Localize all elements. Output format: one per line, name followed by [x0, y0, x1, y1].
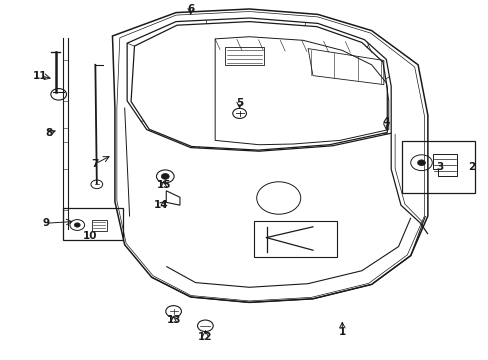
Circle shape [74, 223, 80, 227]
Text: 11: 11 [33, 71, 47, 81]
Text: 5: 5 [236, 98, 243, 108]
Text: 2: 2 [468, 162, 474, 172]
Text: 4: 4 [382, 117, 389, 127]
Text: 12: 12 [198, 332, 212, 342]
Text: 7: 7 [91, 159, 99, 169]
Text: 8: 8 [45, 128, 52, 138]
Text: 10: 10 [83, 231, 98, 241]
Text: 14: 14 [154, 200, 168, 210]
Text: 6: 6 [187, 4, 194, 14]
Circle shape [417, 160, 425, 166]
Text: 1: 1 [338, 327, 345, 337]
Text: 13: 13 [166, 315, 181, 325]
Text: 3: 3 [436, 162, 443, 172]
Text: 15: 15 [156, 180, 171, 190]
Circle shape [161, 174, 169, 179]
Text: 9: 9 [43, 218, 50, 228]
